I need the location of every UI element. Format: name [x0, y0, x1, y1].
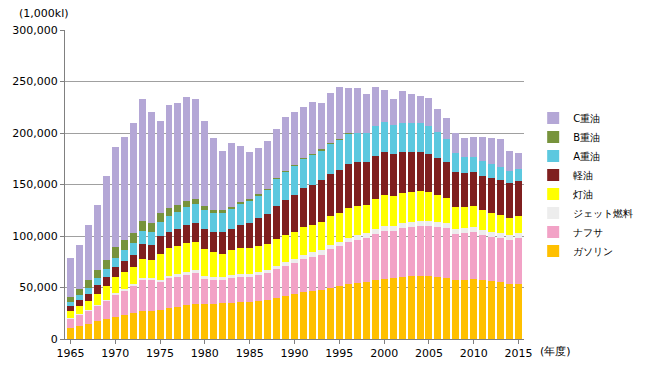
- svg-text:B重油: B重油: [573, 132, 600, 143]
- svg-text:2010: 2010: [460, 347, 488, 360]
- svg-text:250,000: 250,000: [12, 75, 58, 88]
- svg-text:ナフサ: ナフサ: [573, 227, 603, 238]
- svg-text:50,000: 50,000: [19, 281, 58, 294]
- svg-text:200,000: 200,000: [12, 127, 58, 140]
- svg-text:ガソリン: ガソリン: [573, 246, 613, 257]
- svg-text:1990: 1990: [281, 347, 309, 360]
- svg-text:1985: 1985: [236, 347, 264, 360]
- svg-text:C重油: C重油: [573, 113, 600, 124]
- svg-text:150,000: 150,000: [12, 178, 58, 191]
- svg-text:100,000: 100,000: [12, 230, 58, 243]
- svg-text:ジェット燃料: ジェット燃料: [573, 208, 633, 219]
- svg-text:1980: 1980: [191, 347, 219, 360]
- svg-text:軽油: 軽油: [573, 170, 593, 181]
- svg-text:A重油: A重油: [573, 151, 600, 162]
- svg-text:灯油: 灯油: [573, 189, 593, 200]
- svg-text:300,000: 300,000: [12, 24, 58, 37]
- svg-text:(1,000kl): (1,000kl): [19, 7, 69, 20]
- svg-text:1965: 1965: [56, 347, 84, 360]
- svg-text:(年度): (年度): [540, 345, 571, 358]
- svg-text:1975: 1975: [146, 347, 174, 360]
- svg-text:1995: 1995: [325, 347, 353, 360]
- svg-text:2005: 2005: [415, 347, 443, 360]
- svg-text:0: 0: [51, 333, 58, 346]
- svg-text:2000: 2000: [370, 347, 398, 360]
- svg-text:1970: 1970: [101, 347, 129, 360]
- svg-text:2015: 2015: [505, 347, 533, 360]
